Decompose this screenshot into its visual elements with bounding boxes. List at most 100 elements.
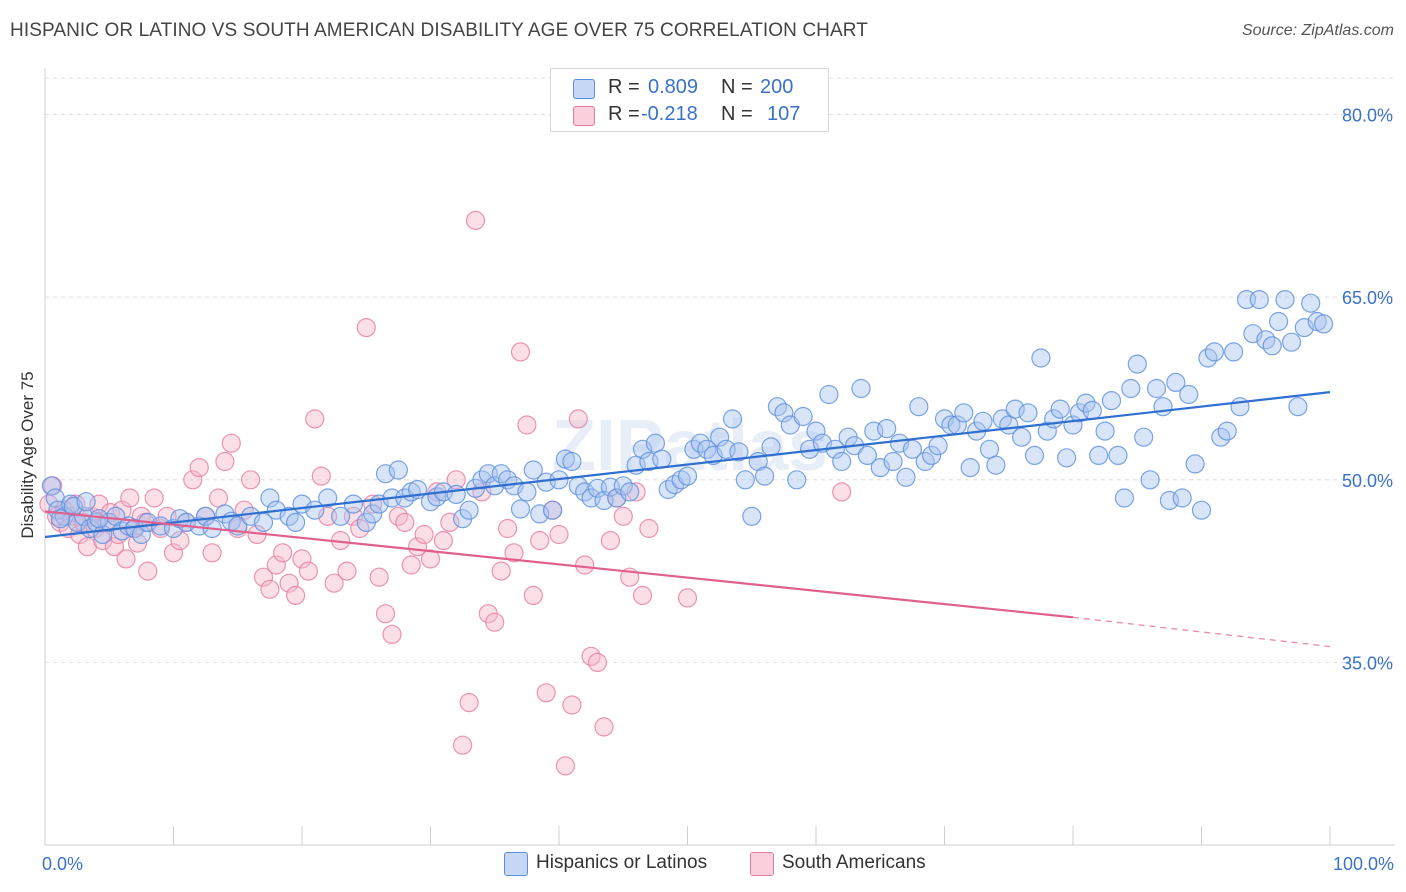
point-south-american xyxy=(337,561,357,581)
point-hispanic xyxy=(215,504,235,524)
point-south-american xyxy=(260,579,280,599)
point-south-american xyxy=(183,470,203,490)
point-south-american xyxy=(298,561,318,581)
point-hispanic xyxy=(260,488,280,508)
point-hispanic xyxy=(286,512,306,533)
point-hispanic xyxy=(729,442,749,462)
point-south-american xyxy=(116,549,136,569)
point-hispanic xyxy=(954,403,974,423)
point-hispanic xyxy=(1005,399,1025,419)
point-south-american xyxy=(517,415,537,435)
legend-swatch-blue xyxy=(504,852,528,876)
point-hispanic xyxy=(1262,336,1282,356)
point-hispanic xyxy=(896,467,916,487)
point-hispanic xyxy=(1230,397,1250,417)
point-south-american xyxy=(555,756,576,776)
point-hispanic xyxy=(1101,391,1122,411)
point-south-american xyxy=(440,512,460,533)
point-hispanic xyxy=(1288,397,1308,417)
axes xyxy=(44,68,1395,846)
point-south-american xyxy=(279,573,299,593)
legend-swatch-blue xyxy=(573,79,595,99)
point-hispanic xyxy=(562,451,582,472)
point-south-american xyxy=(832,482,852,502)
point-hispanic xyxy=(523,460,543,480)
point-hispanic xyxy=(909,397,929,417)
point-south-american xyxy=(382,624,402,645)
point-hispanic xyxy=(1268,311,1289,332)
point-hispanic xyxy=(1089,445,1109,465)
point-south-american xyxy=(189,458,209,478)
point-south-american xyxy=(562,695,582,715)
point-hispanic xyxy=(1011,427,1032,447)
x-tick-label: 0.0% xyxy=(42,854,83,874)
point-hispanic xyxy=(787,470,807,490)
point-south-american xyxy=(286,585,306,606)
point-hispanic xyxy=(446,484,466,504)
point-hispanic xyxy=(388,460,408,480)
point-hispanic xyxy=(1313,314,1334,334)
chart-title: HISPANIC OR LATINO VS SOUTH AMERICAN DIS… xyxy=(10,20,868,41)
point-hispanic xyxy=(1301,293,1321,313)
point-south-american xyxy=(459,692,479,713)
point-hispanic xyxy=(986,455,1006,475)
point-hispanic xyxy=(742,506,762,526)
point-south-american xyxy=(120,488,140,508)
point-hispanic xyxy=(1127,354,1147,374)
point-hispanic xyxy=(1024,445,1045,465)
point-south-american xyxy=(594,717,614,737)
point-hispanic xyxy=(883,451,903,472)
point-hispanic xyxy=(1153,397,1173,417)
point-hispanic xyxy=(1134,427,1154,447)
point-south-american xyxy=(163,543,184,563)
point-hispanic xyxy=(318,488,338,508)
point-hispanic xyxy=(1082,400,1102,420)
correlation-legend: R = 0.809 N = 200 R = -0.218 N = 107 xyxy=(550,68,829,132)
point-hispanic xyxy=(1217,421,1237,441)
point-south-american xyxy=(600,530,621,551)
point-south-american xyxy=(138,561,158,581)
legend-swatch-pink xyxy=(750,852,774,876)
point-hispanic xyxy=(754,466,775,486)
point-south-american xyxy=(491,561,511,581)
point-hispanic xyxy=(331,506,351,526)
point-hispanic xyxy=(1056,448,1077,468)
source-label: Source: ZipAtlas.com xyxy=(1241,22,1394,39)
point-hispanic xyxy=(774,403,794,423)
point-hispanic xyxy=(928,436,948,456)
point-south-american xyxy=(144,488,164,508)
point-hispanic xyxy=(1223,342,1244,362)
point-south-american xyxy=(208,488,229,508)
point-hispanic xyxy=(832,451,852,472)
point-hispanic xyxy=(1249,290,1269,310)
point-hispanic xyxy=(851,378,871,399)
point-hispanic xyxy=(645,433,666,453)
point-hispanic xyxy=(652,449,672,469)
trend-line-hispanic xyxy=(44,391,1331,539)
point-south-american xyxy=(433,530,453,551)
point-hispanic xyxy=(1185,454,1205,474)
point-hispanic xyxy=(877,419,897,439)
point-south-american xyxy=(104,537,125,557)
point-hispanic xyxy=(510,499,531,519)
tick-labels: 35.0% 50.0% 65.0% 80.0% 0.0% 100.0% xyxy=(42,106,1394,874)
point-hispanic xyxy=(1204,342,1225,362)
point-hispanic xyxy=(76,492,96,512)
n-label: N = xyxy=(721,103,753,125)
point-hispanic xyxy=(1146,378,1167,399)
point-south-american xyxy=(485,612,505,632)
point-south-american xyxy=(523,585,543,606)
point-south-american xyxy=(253,567,274,587)
point-south-american xyxy=(587,652,608,673)
legend-label: Hispanics or Latinos xyxy=(536,852,708,873)
point-south-american xyxy=(375,604,396,624)
point-hispanic xyxy=(1095,421,1115,441)
point-south-american xyxy=(568,409,588,429)
point-south-american xyxy=(311,466,331,486)
point-south-american xyxy=(356,318,376,338)
point-south-american xyxy=(215,451,235,472)
point-hispanic xyxy=(819,384,839,405)
point-south-american xyxy=(202,543,222,563)
x-tick-label: 100.0% xyxy=(1333,854,1394,874)
